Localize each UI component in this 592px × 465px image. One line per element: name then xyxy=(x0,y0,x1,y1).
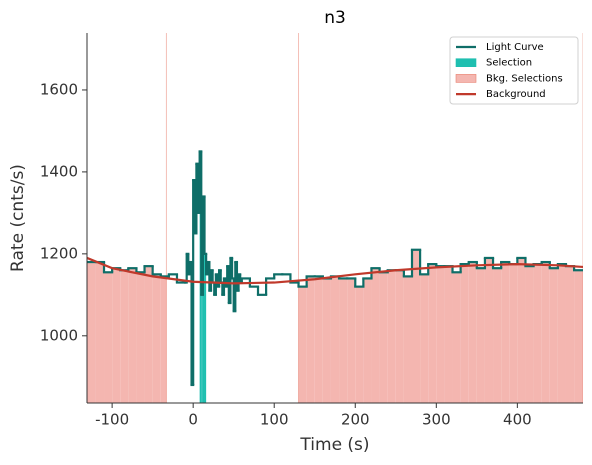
bkg-selection-fill xyxy=(136,272,145,403)
bkg-selection-fill xyxy=(468,262,477,403)
bkg-selection-fill xyxy=(128,268,137,403)
bkg-selection-fill xyxy=(509,264,518,403)
bkg-selection-fill xyxy=(306,276,315,403)
legend-box xyxy=(449,36,579,105)
bkg-selection-fill xyxy=(355,286,364,403)
legend-swatch xyxy=(455,74,477,83)
legend-swatch xyxy=(455,58,477,68)
bkg-selection-fill xyxy=(371,268,380,403)
bkg-selection-fill xyxy=(525,266,534,403)
bkg-selection-fill xyxy=(330,276,340,403)
bkg-selection-fill xyxy=(411,249,421,403)
legend-label: Bkg. Selections xyxy=(486,73,563,84)
bkg-selection-fill xyxy=(339,278,348,403)
bkg-selection-fill xyxy=(322,278,331,403)
bkg-selection-fill xyxy=(444,266,453,403)
bkg-selection-fill xyxy=(517,257,526,403)
bkg-selection-fill xyxy=(501,262,510,403)
bkg-selection-fill xyxy=(95,262,105,403)
x-axis-label: Time (s) xyxy=(299,435,369,455)
y-axis-label: Rate (cnts/s) xyxy=(8,164,28,272)
bkg-selection-fill xyxy=(314,276,323,403)
bkg-selection-fill xyxy=(298,286,307,403)
bkg-selection-fill xyxy=(379,272,388,403)
selection-fill xyxy=(201,294,203,403)
bkg-selection-fill xyxy=(403,276,412,403)
bkg-selection-fill xyxy=(574,270,583,403)
x-tick-label: 200 xyxy=(341,411,370,429)
bkg-selection-fill xyxy=(387,270,396,403)
bkg-selection-fill xyxy=(347,278,356,403)
bkg-selection-fill xyxy=(549,268,558,403)
y-tick-label: 1200 xyxy=(40,244,78,262)
x-tick-label: 400 xyxy=(503,411,532,429)
bkg-selection-fill xyxy=(533,264,542,403)
bkg-selection-fill xyxy=(120,270,129,403)
bkg-selection-fill xyxy=(160,276,167,403)
plot-area xyxy=(87,33,583,403)
bkg-selection-fill xyxy=(452,272,461,403)
bkg-selection-fill xyxy=(420,274,429,403)
selection-fill xyxy=(204,253,207,403)
y-tick-label: 1400 xyxy=(40,162,78,180)
bkg-selection-fill xyxy=(104,272,113,403)
bkg-selection-fill xyxy=(428,264,437,403)
bkg-selection-fill xyxy=(565,266,575,403)
chart-title: n3 xyxy=(324,8,346,28)
bkg-selection-fill xyxy=(395,270,404,403)
x-tick-label: 0 xyxy=(188,411,198,429)
legend-label: Background xyxy=(486,89,546,100)
y-tick-label: 1600 xyxy=(40,80,78,98)
bkg-selection-fill xyxy=(460,264,469,403)
bkg-selection-fill xyxy=(484,257,494,403)
x-tick-label: -100 xyxy=(95,411,129,429)
selection-fill xyxy=(202,196,205,403)
legend-label: Selection xyxy=(486,58,532,69)
bkg-selection-fill xyxy=(144,266,153,403)
bkg-selection-fill xyxy=(493,268,502,403)
bkg-selection-fill xyxy=(557,264,566,403)
bkg-selection-fill xyxy=(436,266,445,403)
bkg-selection-fill xyxy=(112,268,121,403)
x-tick-label: 100 xyxy=(260,411,289,429)
x-tick-label: 300 xyxy=(422,411,451,429)
bkg-selection-fill xyxy=(363,278,372,403)
bkg-selection-fill xyxy=(476,268,485,403)
background-line xyxy=(87,256,583,285)
bkg-selection-fill xyxy=(87,262,96,403)
y-tick-label: 1000 xyxy=(40,326,78,344)
bkg-selection-fill xyxy=(152,274,161,403)
legend-label: Light Curve xyxy=(486,42,544,53)
bkg-selection-fill xyxy=(541,262,550,403)
